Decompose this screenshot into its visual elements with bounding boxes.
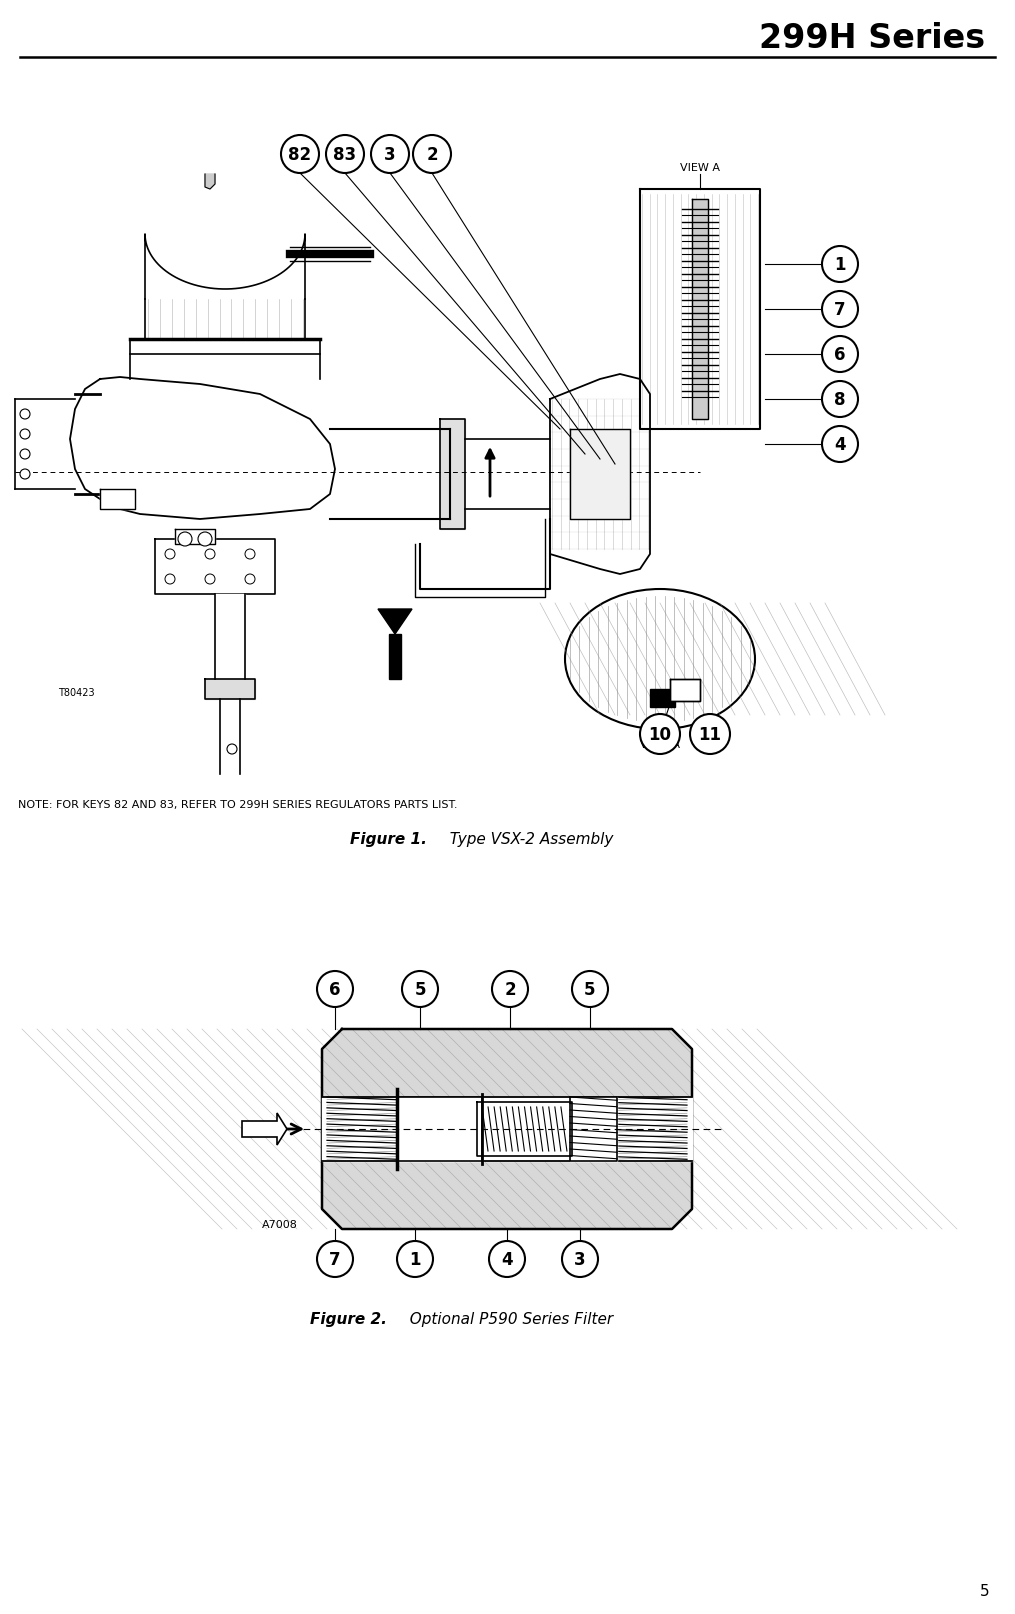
Circle shape xyxy=(281,136,319,174)
Circle shape xyxy=(640,715,680,754)
Polygon shape xyxy=(155,539,275,594)
Circle shape xyxy=(822,426,858,463)
Polygon shape xyxy=(145,236,304,300)
Circle shape xyxy=(20,450,30,460)
Polygon shape xyxy=(397,1098,482,1162)
Text: Figure 2.: Figure 2. xyxy=(310,1312,387,1327)
Polygon shape xyxy=(378,610,412,634)
Circle shape xyxy=(572,972,608,1007)
Circle shape xyxy=(227,744,236,754)
Polygon shape xyxy=(439,420,465,529)
Circle shape xyxy=(489,1241,525,1277)
Circle shape xyxy=(822,247,858,282)
Circle shape xyxy=(20,429,30,439)
Ellipse shape xyxy=(565,589,755,730)
Text: 2: 2 xyxy=(426,145,437,165)
Polygon shape xyxy=(242,1114,287,1146)
Circle shape xyxy=(198,533,212,547)
Polygon shape xyxy=(650,689,675,707)
Text: VIEW A: VIEW A xyxy=(680,163,720,173)
Text: 5: 5 xyxy=(980,1583,990,1598)
Text: A7008: A7008 xyxy=(262,1219,297,1230)
Text: 5: 5 xyxy=(585,980,596,999)
Polygon shape xyxy=(215,594,245,679)
Text: 3: 3 xyxy=(385,145,396,165)
Polygon shape xyxy=(15,400,75,489)
Text: 1: 1 xyxy=(409,1251,421,1269)
Circle shape xyxy=(245,575,255,584)
Text: Figure 1.: Figure 1. xyxy=(350,831,427,847)
Circle shape xyxy=(397,1241,433,1277)
Circle shape xyxy=(690,715,730,754)
Circle shape xyxy=(371,136,409,174)
Text: 5: 5 xyxy=(414,980,425,999)
Text: T80423: T80423 xyxy=(58,688,94,697)
Circle shape xyxy=(317,972,353,1007)
Circle shape xyxy=(20,470,30,479)
Circle shape xyxy=(245,550,255,560)
Polygon shape xyxy=(570,1098,617,1162)
Text: 299H Series: 299H Series xyxy=(759,21,985,55)
Text: NOTE: FOR KEYS 82 AND 83, REFER TO 299H SERIES REGULATORS PARTS LIST.: NOTE: FOR KEYS 82 AND 83, REFER TO 299H … xyxy=(18,799,458,810)
Circle shape xyxy=(562,1241,598,1277)
Polygon shape xyxy=(330,429,450,520)
Text: 7: 7 xyxy=(329,1251,341,1269)
Polygon shape xyxy=(670,679,700,702)
Polygon shape xyxy=(640,190,760,429)
Circle shape xyxy=(317,1241,353,1277)
Text: 4: 4 xyxy=(834,436,845,454)
Circle shape xyxy=(402,972,438,1007)
Circle shape xyxy=(326,136,364,174)
Text: Type VSX-2 Assembly: Type VSX-2 Assembly xyxy=(439,831,613,847)
Polygon shape xyxy=(570,429,630,520)
Circle shape xyxy=(822,383,858,418)
Polygon shape xyxy=(205,679,255,699)
Text: 4: 4 xyxy=(501,1251,513,1269)
Polygon shape xyxy=(389,634,401,679)
Text: 1: 1 xyxy=(834,257,845,274)
Polygon shape xyxy=(175,529,215,544)
Polygon shape xyxy=(322,1098,692,1162)
Circle shape xyxy=(492,972,528,1007)
Polygon shape xyxy=(465,439,550,510)
Circle shape xyxy=(20,410,30,420)
Text: 6: 6 xyxy=(329,980,341,999)
Polygon shape xyxy=(477,1102,572,1156)
Circle shape xyxy=(205,550,215,560)
Text: 2: 2 xyxy=(504,980,516,999)
Circle shape xyxy=(165,575,175,584)
Polygon shape xyxy=(322,1030,692,1230)
Text: VIEW A: VIEW A xyxy=(640,739,680,749)
Circle shape xyxy=(205,575,215,584)
Text: 7: 7 xyxy=(834,300,845,320)
Circle shape xyxy=(178,533,192,547)
Polygon shape xyxy=(100,489,135,510)
Text: 3: 3 xyxy=(574,1251,586,1269)
Circle shape xyxy=(413,136,451,174)
Text: 11: 11 xyxy=(698,726,722,744)
Circle shape xyxy=(822,337,858,373)
Text: 83: 83 xyxy=(334,145,356,165)
Text: 6: 6 xyxy=(834,345,845,363)
Polygon shape xyxy=(205,174,215,190)
Polygon shape xyxy=(692,200,708,420)
Text: Optional P590 Series Filter: Optional P590 Series Filter xyxy=(400,1312,613,1327)
Text: 10: 10 xyxy=(649,726,672,744)
Text: 82: 82 xyxy=(288,145,312,165)
Polygon shape xyxy=(70,378,335,520)
Text: 8: 8 xyxy=(834,391,845,408)
Circle shape xyxy=(822,292,858,328)
Polygon shape xyxy=(220,699,240,775)
Polygon shape xyxy=(550,374,650,575)
Circle shape xyxy=(165,550,175,560)
